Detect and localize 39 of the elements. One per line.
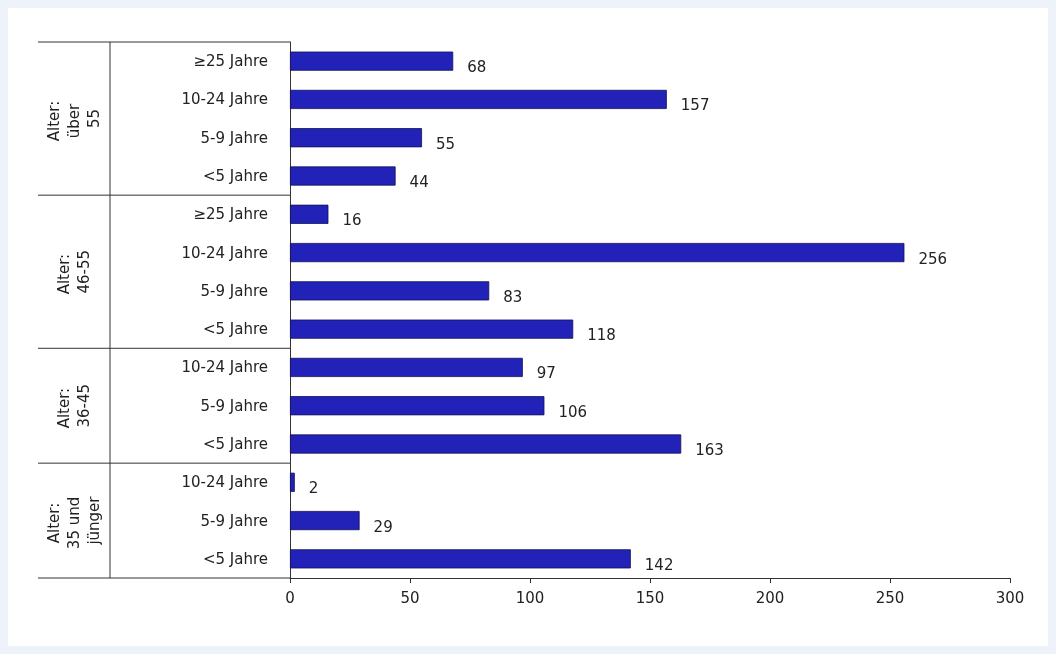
x-tick-label: 300 [995,588,1025,607]
data-label: 44 [409,173,429,191]
y-tick-label: <5 Jahre [202,435,268,453]
x-tick-label: 200 [755,588,785,607]
y-tick-label: 10-24 Jahre [181,90,268,109]
x-tick-label: 250 [875,588,905,607]
data-label: 106 [558,402,588,421]
data-label: 118 [587,326,616,345]
y-tick-label: <5 Jahre [202,320,268,339]
data-label: 157 [680,96,710,115]
data-label: 55 [436,134,456,153]
y-tick-label: <5 Jahre [202,167,268,185]
data-label: 2 [308,479,319,498]
data-label: 97 [536,364,556,383]
data-label: 256 [918,249,948,268]
y-tick-label: 10-24 Jahre [181,358,268,377]
text: Alter: über 55 [45,95,103,142]
y-tick-label: <5 Jahre [202,549,268,568]
x-tick-label: 150 [635,588,665,607]
y-tick-label: 10-24 Jahre [181,473,268,492]
y-tick-label: 10-24 Jahre [181,243,268,262]
y-tick-label: 5-9 Jahre [200,128,268,147]
x-tick-label: 50 [400,588,420,607]
text: Alter: 36-45 [55,383,93,429]
data-label: 16 [342,211,362,230]
y-tick-label: 5-9 Jahre [200,511,268,530]
data-label: 68 [467,58,487,77]
data-label: 142 [644,555,674,574]
x-tick-label: 100 [515,588,545,607]
text: Alter: 46-55 [55,249,93,295]
data-label: 29 [373,517,393,536]
y-tick-label: ≥25 Jahre [193,205,268,224]
y-tick-label: ≥25 Jahre [193,52,268,71]
data-label: 163 [695,441,724,459]
y-tick-label: 5-9 Jahre [200,281,268,300]
text: Alter: 35 und jünger [45,491,103,550]
y-tick-label: 5-9 Jahre [200,396,268,415]
data-label: 83 [503,287,523,306]
x-tick-label: 0 [285,588,295,607]
